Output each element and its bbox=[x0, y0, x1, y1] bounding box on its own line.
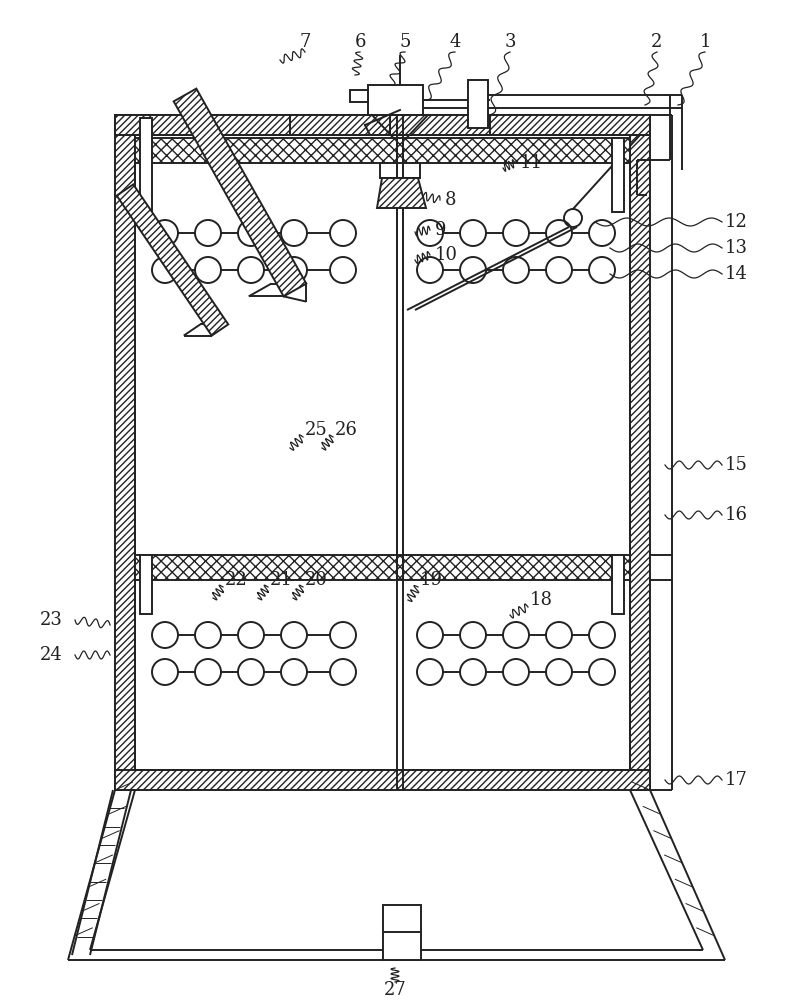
Bar bbox=[380, 160, 420, 178]
Bar bbox=[612, 555, 624, 614]
Text: 3: 3 bbox=[505, 33, 516, 51]
Text: 7: 7 bbox=[299, 33, 310, 51]
Text: 27: 27 bbox=[383, 981, 406, 999]
Bar bbox=[115, 115, 650, 135]
Text: 8: 8 bbox=[445, 191, 456, 209]
Text: 17: 17 bbox=[725, 771, 748, 789]
Text: 9: 9 bbox=[435, 221, 447, 239]
Text: 4: 4 bbox=[449, 33, 461, 51]
Bar bbox=[390, 115, 490, 135]
Polygon shape bbox=[377, 178, 426, 208]
Text: 2: 2 bbox=[651, 33, 663, 51]
Text: 18: 18 bbox=[530, 591, 553, 609]
Bar bbox=[140, 555, 152, 614]
Text: 23: 23 bbox=[40, 611, 63, 629]
Text: 6: 6 bbox=[354, 33, 366, 51]
Text: 20: 20 bbox=[305, 571, 328, 589]
Text: 5: 5 bbox=[399, 33, 411, 51]
Bar bbox=[135, 138, 630, 163]
Text: 1: 1 bbox=[699, 33, 710, 51]
Text: 11: 11 bbox=[520, 154, 543, 172]
Polygon shape bbox=[173, 89, 307, 296]
Bar bbox=[140, 118, 152, 222]
Text: 12: 12 bbox=[725, 213, 748, 231]
Text: 22: 22 bbox=[225, 571, 248, 589]
Bar bbox=[135, 555, 630, 580]
Bar bbox=[612, 138, 624, 212]
Text: 19: 19 bbox=[420, 571, 443, 589]
Text: 21: 21 bbox=[270, 571, 293, 589]
Polygon shape bbox=[116, 184, 228, 336]
Bar bbox=[115, 115, 135, 790]
Bar bbox=[468, 80, 488, 128]
Text: 14: 14 bbox=[725, 265, 748, 283]
Bar bbox=[200, 115, 290, 135]
Text: 26: 26 bbox=[335, 421, 358, 439]
Text: 10: 10 bbox=[435, 246, 458, 264]
Bar bbox=[383, 905, 421, 960]
Bar bbox=[630, 115, 650, 790]
Text: 24: 24 bbox=[40, 646, 63, 664]
Bar bbox=[115, 115, 200, 135]
Bar bbox=[368, 85, 423, 115]
Bar bbox=[350, 90, 368, 102]
Text: 15: 15 bbox=[725, 456, 748, 474]
Bar bbox=[290, 115, 390, 135]
Text: 13: 13 bbox=[725, 239, 748, 257]
Bar bbox=[115, 770, 650, 790]
Text: 16: 16 bbox=[725, 506, 748, 524]
Text: 25: 25 bbox=[305, 421, 328, 439]
Bar bbox=[490, 115, 650, 135]
